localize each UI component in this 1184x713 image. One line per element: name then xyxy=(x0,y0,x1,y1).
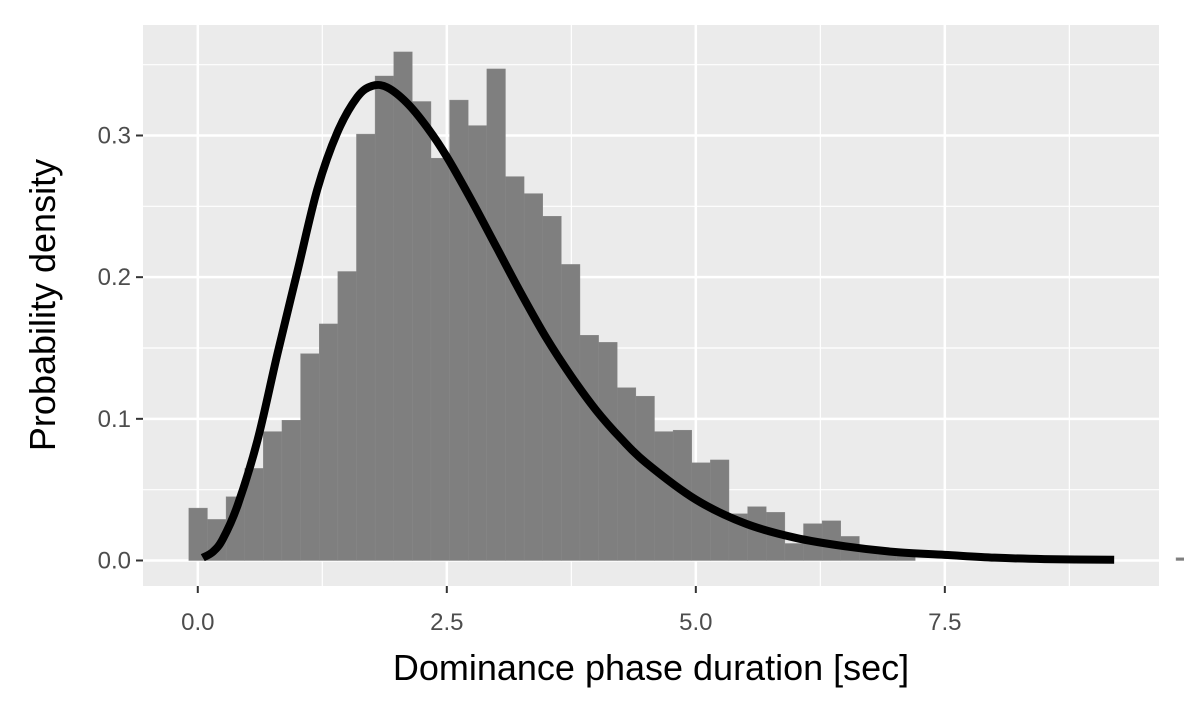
histogram-bar xyxy=(468,125,488,561)
histogram-bar xyxy=(263,431,283,561)
histogram-bar xyxy=(374,75,394,561)
histogram-bar xyxy=(635,395,655,561)
histogram-bar xyxy=(617,387,637,561)
histogram-bar xyxy=(691,462,711,561)
histogram-bar xyxy=(300,353,320,561)
x-tick-label: 7.5 xyxy=(928,609,961,636)
x-tick-label: 5.0 xyxy=(679,609,712,636)
y-tick-label: 0.2 xyxy=(98,264,131,291)
y-axis-title: Probability density xyxy=(22,159,63,451)
histogram-bar xyxy=(542,216,562,561)
histogram-bar xyxy=(1175,557,1184,561)
histogram-bar xyxy=(579,335,599,561)
histogram-bar xyxy=(523,193,543,561)
y-tick-label: 0.0 xyxy=(98,548,131,575)
histogram-bar xyxy=(281,420,301,561)
x-tick-label: 2.5 xyxy=(430,609,463,636)
y-tick-label: 0.1 xyxy=(98,406,131,433)
density-curve-line xyxy=(200,80,1115,564)
histogram-bar xyxy=(393,51,413,561)
histogram-bar xyxy=(337,271,357,561)
y-axis: 0.0 0.1 0.2 0.3 xyxy=(98,123,143,575)
histogram-bar xyxy=(486,68,506,561)
histogram-bar xyxy=(598,342,618,561)
histogram-bar xyxy=(784,543,804,561)
histogram-bar xyxy=(654,431,674,561)
y-tick-label: 0.3 xyxy=(98,123,131,150)
x-tick-label: 0.0 xyxy=(181,609,214,636)
histogram-bar xyxy=(430,157,450,561)
x-axis: 0.0 2.5 5.0 7.5 xyxy=(181,586,962,636)
histogram-bar xyxy=(356,133,376,561)
histogram-bar xyxy=(505,176,525,561)
x-axis-title: Dominance phase duration [sec] xyxy=(393,647,909,688)
histogram-bar xyxy=(412,101,432,561)
histogram-bar xyxy=(561,264,581,561)
histogram-bar xyxy=(319,323,339,561)
